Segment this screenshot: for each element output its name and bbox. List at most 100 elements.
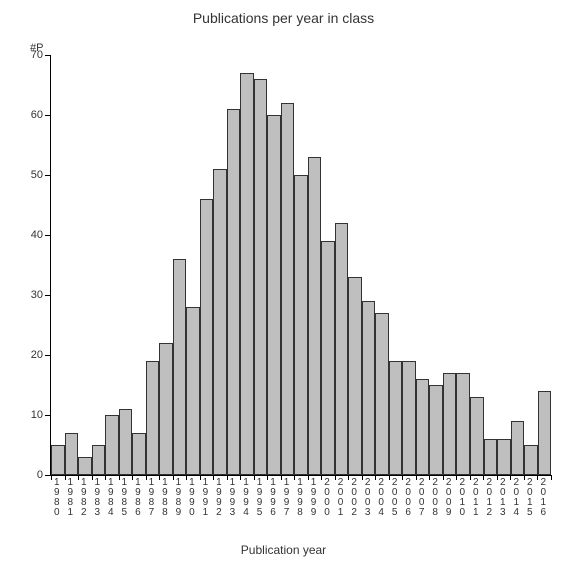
bar bbox=[308, 157, 322, 475]
x-label-slot: 1 9 9 2 bbox=[212, 478, 226, 518]
bar-slot bbox=[254, 55, 268, 475]
bar-slot bbox=[173, 55, 187, 475]
x-label-slot: 1 9 9 0 bbox=[185, 478, 199, 518]
bar bbox=[443, 373, 457, 475]
x-tick-label: 1 9 9 7 bbox=[283, 478, 291, 518]
x-tick-label: 1 9 9 6 bbox=[269, 478, 277, 518]
x-tick-label: 1 9 9 5 bbox=[255, 478, 263, 518]
x-tick-label: 1 9 8 5 bbox=[120, 478, 128, 518]
x-tick-label: 2 0 1 2 bbox=[485, 478, 493, 518]
bar bbox=[456, 373, 470, 475]
x-label-slot: 1 9 9 3 bbox=[226, 478, 240, 518]
bar bbox=[362, 301, 376, 475]
bar bbox=[51, 445, 65, 475]
bar bbox=[416, 379, 430, 475]
bar-slot bbox=[456, 55, 470, 475]
x-label-slot: 1 9 9 5 bbox=[253, 478, 267, 518]
bar bbox=[348, 277, 362, 475]
y-tick-label: 10 bbox=[31, 409, 51, 421]
x-label-slot: 1 9 8 1 bbox=[64, 478, 78, 518]
bar bbox=[227, 109, 241, 475]
bar bbox=[538, 391, 552, 475]
x-tick-label: 2 0 0 1 bbox=[337, 478, 345, 518]
x-tick-label: 1 9 9 2 bbox=[215, 478, 223, 518]
y-tick-label: 60 bbox=[31, 109, 51, 121]
x-label-slot: 2 0 1 5 bbox=[523, 478, 537, 518]
x-tick bbox=[551, 475, 552, 480]
bar bbox=[281, 103, 295, 475]
x-label-slot: 2 0 0 3 bbox=[361, 478, 375, 518]
bar-slot bbox=[78, 55, 92, 475]
x-label-slot: 2 0 0 1 bbox=[334, 478, 348, 518]
bar-slot bbox=[51, 55, 65, 475]
x-tick-label: 1 9 9 4 bbox=[242, 478, 250, 518]
bar-slot bbox=[281, 55, 295, 475]
x-tick-label: 2 0 1 0 bbox=[458, 478, 466, 518]
x-label-slot: 1 9 8 8 bbox=[158, 478, 172, 518]
x-label-slot: 2 0 1 1 bbox=[469, 478, 483, 518]
bar bbox=[254, 79, 268, 475]
x-tick-label: 1 9 9 3 bbox=[228, 478, 236, 518]
bar bbox=[186, 307, 200, 475]
bar-slot bbox=[429, 55, 443, 475]
bar bbox=[375, 313, 389, 475]
x-tick-label: 1 9 9 1 bbox=[201, 478, 209, 518]
bar bbox=[402, 361, 416, 475]
x-tick-label: 1 9 8 4 bbox=[107, 478, 115, 518]
bar bbox=[105, 415, 119, 475]
x-tick-label: 2 0 0 6 bbox=[404, 478, 412, 518]
x-label-slot: 1 9 9 7 bbox=[280, 478, 294, 518]
x-label-slot: 2 0 1 0 bbox=[455, 478, 469, 518]
bar-slot bbox=[348, 55, 362, 475]
bar bbox=[240, 73, 254, 475]
x-label-slot: 2 0 0 9 bbox=[442, 478, 456, 518]
bar-slot bbox=[375, 55, 389, 475]
x-tick-label: 1 9 9 0 bbox=[188, 478, 196, 518]
x-label-slot: 1 9 8 0 bbox=[50, 478, 64, 518]
bar bbox=[78, 457, 92, 475]
bar bbox=[484, 439, 498, 475]
x-label-slot: 2 0 0 5 bbox=[388, 478, 402, 518]
x-tick-label: 2 0 0 0 bbox=[323, 478, 331, 518]
bar bbox=[294, 175, 308, 475]
x-label-slot: 2 0 1 6 bbox=[537, 478, 551, 518]
x-label-slot: 1 9 8 3 bbox=[91, 478, 105, 518]
bar-slot bbox=[538, 55, 552, 475]
x-label-slot: 2 0 0 8 bbox=[428, 478, 442, 518]
bar-slot bbox=[389, 55, 403, 475]
bar-slot bbox=[511, 55, 525, 475]
x-tick-label: 2 0 1 3 bbox=[499, 478, 507, 518]
x-axis-labels: 1 9 8 01 9 8 11 9 8 21 9 8 31 9 8 41 9 8… bbox=[50, 478, 550, 518]
x-label-slot: 1 9 8 6 bbox=[131, 478, 145, 518]
x-tick-label: 1 9 8 3 bbox=[93, 478, 101, 518]
x-label-slot: 1 9 8 4 bbox=[104, 478, 118, 518]
chart-title: Publications per year in class bbox=[0, 10, 567, 26]
bar-slot bbox=[92, 55, 106, 475]
bar bbox=[389, 361, 403, 475]
x-label-slot: 2 0 0 4 bbox=[374, 478, 388, 518]
bar bbox=[173, 259, 187, 475]
x-tick-label: 2 0 1 1 bbox=[472, 478, 480, 518]
x-label-slot: 2 0 1 2 bbox=[483, 478, 497, 518]
bar-slot bbox=[227, 55, 241, 475]
x-label-slot: 1 9 8 9 bbox=[172, 478, 186, 518]
bars-region bbox=[51, 55, 551, 475]
x-label-slot: 1 9 8 7 bbox=[145, 478, 159, 518]
bar-slot bbox=[402, 55, 416, 475]
x-tick-label: 1 9 9 8 bbox=[296, 478, 304, 518]
bar bbox=[321, 241, 335, 475]
x-tick-label: 2 0 1 6 bbox=[539, 478, 547, 518]
x-tick-label: 1 9 8 9 bbox=[174, 478, 182, 518]
x-label-slot: 1 9 9 8 bbox=[293, 478, 307, 518]
x-tick-label: 2 0 1 5 bbox=[526, 478, 534, 518]
x-tick-label: 1 9 8 8 bbox=[161, 478, 169, 518]
x-tick-label: 2 0 0 8 bbox=[431, 478, 439, 518]
bar bbox=[200, 199, 214, 475]
x-tick-label: 1 9 8 1 bbox=[66, 478, 74, 518]
bar-slot bbox=[470, 55, 484, 475]
bar-slot bbox=[240, 55, 254, 475]
bar-slot bbox=[294, 55, 308, 475]
y-tick-label: 30 bbox=[31, 289, 51, 301]
x-tick-label: 1 9 8 6 bbox=[134, 478, 142, 518]
bar-slot bbox=[267, 55, 281, 475]
